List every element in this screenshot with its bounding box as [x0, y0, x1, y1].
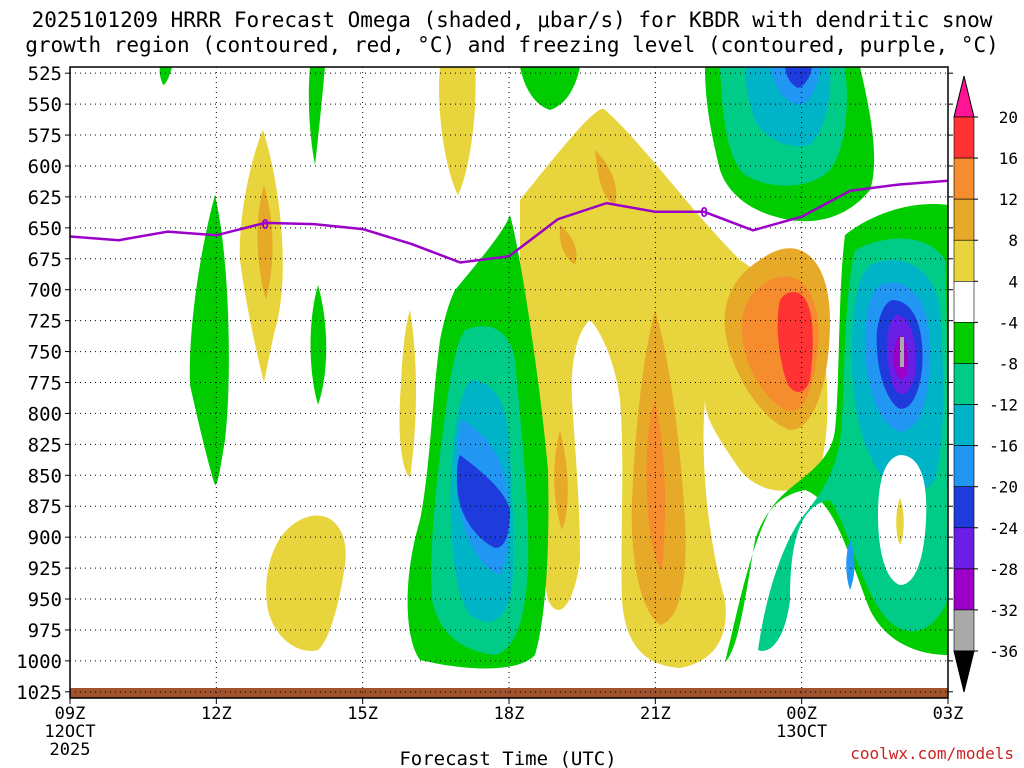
y-tick-label: 675 — [28, 249, 62, 271]
title-line-1: 2025101209 HRRR Forecast Omega (shaded, … — [31, 8, 993, 32]
colorbar-label: -32 — [989, 601, 1018, 620]
y-tick-label: 650 — [28, 218, 62, 240]
y-axis: 525 550 575 600 625 650 675 700 725 750 775 800 825 8… — [16, 63, 953, 704]
colorbar-label: -24 — [989, 519, 1018, 538]
omega-region-yellow — [439, 67, 476, 195]
colorbar-swatch — [953, 404, 975, 446]
colorbar: 20 16 12 8 4 -4 -8 -12 -16 -20 -24 -28 -32 -36 — [953, 75, 1018, 693]
x-tick-label: 03Z — [933, 704, 964, 724]
credit-text: coolwx.com/models — [850, 744, 1014, 763]
colorbar-label: -8 — [999, 354, 1018, 373]
y-tick-label: 700 — [28, 280, 62, 302]
y-tick-label: 750 — [28, 342, 62, 364]
colorbar-swatch — [953, 445, 975, 487]
omega-region-yellow — [266, 515, 346, 651]
colorbar-label: -4 — [999, 313, 1018, 332]
y-tick-label: 775 — [28, 373, 62, 395]
y-tick-label: 800 — [28, 403, 62, 425]
x-tick-label: 15Z — [347, 704, 378, 724]
colorbar-swatch — [953, 116, 975, 159]
omega-region-green — [308, 67, 325, 165]
colorbar-swatch — [953, 198, 975, 241]
colorbar-swatch — [953, 486, 975, 529]
colorbar-swatch — [953, 363, 975, 405]
title-line-2: growth region (contoured, red, °C) and f… — [25, 33, 999, 57]
omega-region-yellow — [399, 310, 416, 478]
y-tick-label: 725 — [28, 311, 62, 333]
freezing-level-label: 0 — [700, 206, 708, 221]
y-tick-label: 525 — [28, 63, 62, 85]
colorbar-label: -36 — [989, 642, 1018, 661]
omega-shading — [70, 67, 948, 698]
freezing-level-contour: 00 — [69, 179, 949, 264]
omega-region-green — [310, 285, 327, 405]
y-tick-label: 625 — [28, 187, 62, 209]
y-tick-label: 1025 — [16, 682, 62, 704]
omega-region-orange — [595, 150, 617, 205]
x-tick-label: 18Z — [494, 704, 525, 724]
y-tick-label: 900 — [28, 527, 62, 549]
colorbar-swatch — [953, 609, 975, 652]
colorbar-label: 20 — [999, 108, 1018, 127]
x-tick-sublabel: 2025 — [50, 740, 91, 760]
omega-region-darkblue — [456, 455, 510, 548]
omega-region-yellow — [520, 108, 828, 669]
omega-region-green — [189, 195, 229, 485]
omega-region-red — [777, 292, 813, 392]
colorbar-bottom-triangle — [953, 650, 975, 693]
colorbar-top-triangle — [953, 75, 975, 118]
omega-region-darkblue — [785, 67, 812, 88]
x-tick-label: 00Z — [786, 704, 817, 724]
colorbar-label: 8 — [1008, 231, 1018, 250]
y-tick-label: 875 — [28, 496, 62, 518]
x-tick-label: 12Z — [201, 704, 232, 724]
colorbar-label: -28 — [989, 560, 1018, 579]
freezing-level-line — [69, 179, 949, 264]
omega-region-darkorange — [646, 400, 666, 570]
freezing-level-label: 0 — [261, 218, 269, 233]
x-axis-label: Forecast Time (UTC) — [399, 748, 616, 768]
omega-region-green — [159, 67, 172, 85]
y-tick-label: 600 — [28, 156, 62, 178]
colorbar-swatch — [953, 322, 975, 364]
omega-region-gray — [900, 337, 904, 367]
y-tick-label: 1000 — [16, 651, 62, 673]
colorbar-swatch — [953, 157, 975, 200]
y-tick-label: 975 — [28, 620, 62, 642]
colorbar-label: 12 — [999, 190, 1018, 209]
colorbar-label: -16 — [989, 437, 1018, 456]
x-tick-label: 09Z — [55, 704, 86, 724]
y-tick-label: 550 — [28, 94, 62, 116]
y-tick-label: 950 — [28, 589, 62, 611]
omega-region-orange — [554, 430, 568, 530]
colorbar-swatch — [953, 281, 975, 323]
y-tick-label: 925 — [28, 558, 62, 580]
omega-region-orange — [257, 185, 273, 300]
x-tick-sublabel: 12OCT — [44, 722, 95, 742]
omega-region-orange — [559, 225, 577, 265]
colorbar-swatch — [953, 527, 975, 570]
x-tick-label: 21Z — [640, 704, 671, 724]
colorbar-label: 16 — [999, 149, 1018, 168]
colorbar-swatch — [953, 568, 975, 611]
omega-region-yellow — [896, 498, 904, 545]
x-tick-sublabel: 13OCT — [776, 722, 827, 742]
omega-region-green — [520, 67, 580, 110]
y-tick-label: 575 — [28, 125, 62, 147]
colorbar-swatch — [953, 239, 975, 282]
y-tick-label: 850 — [28, 465, 62, 487]
y-tick-label: 825 — [28, 434, 62, 456]
colorbar-label: -12 — [989, 396, 1018, 415]
omega-region-lightblue — [846, 540, 855, 590]
colorbar-label: 4 — [1008, 272, 1018, 291]
colorbar-label: -20 — [989, 478, 1018, 497]
